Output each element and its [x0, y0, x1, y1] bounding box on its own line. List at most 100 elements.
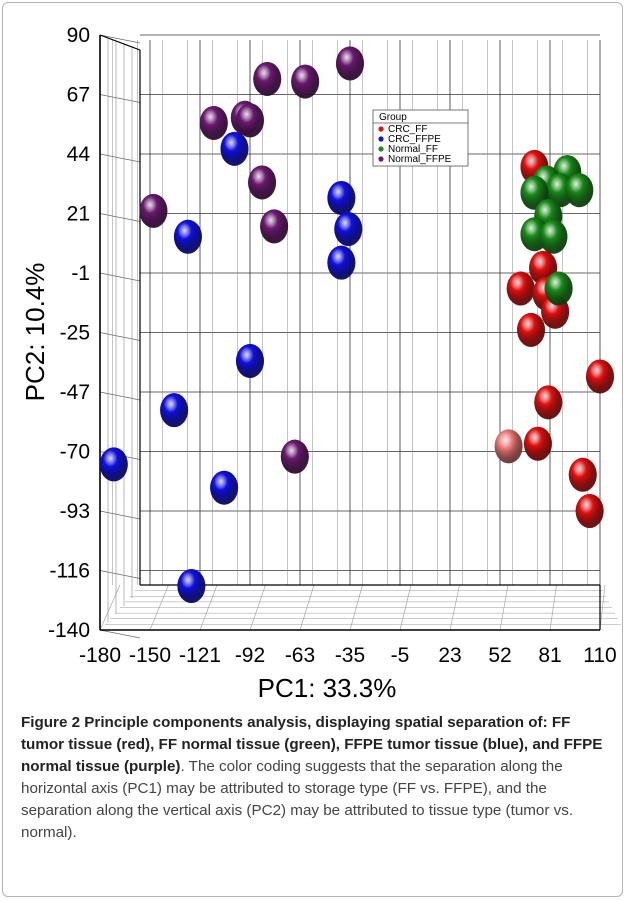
legend-entry: CRC_FFPE [388, 134, 441, 145]
data-point-shade [291, 64, 320, 99]
data-point-shade [575, 494, 604, 528]
y-tick-label: -116 [50, 560, 90, 583]
wall-top-edge [99, 34, 141, 51]
data-point-shade [586, 359, 614, 394]
data-point-shade [199, 105, 228, 140]
data-point-shade [220, 131, 249, 166]
data-points [99, 46, 614, 604]
chart-walls [99, 34, 621, 639]
caption-body: . The color coding suggests that the sep… [21, 758, 574, 841]
series-light-red [494, 429, 523, 464]
data-point-shade [539, 219, 568, 254]
floor-depth-line [249, 584, 266, 631]
data-point-shade [236, 343, 264, 378]
floor-depth-line [399, 584, 412, 631]
legend-marker [378, 136, 384, 142]
x-tick-label: -180 [79, 644, 121, 667]
left-wall-line [99, 34, 141, 44]
data-point-shade [177, 569, 206, 604]
left-wall-line [99, 510, 141, 520]
left-wall-line [99, 213, 141, 222]
data-point-shade [517, 312, 546, 347]
left-wall-line [99, 94, 141, 103]
data-point-shade [139, 193, 168, 228]
x-tick-label: -35 [335, 644, 365, 667]
tick-labels: 90 67 44 21 -1 -25 -47 -70 -93 -116 -140-180 -150 -1… [48, 24, 617, 667]
left-wall-line [99, 153, 141, 163]
y-tick-label: 44 [67, 143, 91, 166]
y-tick-label: 90 [67, 24, 90, 47]
legend-entry: CRC_FF [388, 124, 427, 135]
figure-label: Figure 2 [21, 714, 81, 731]
floor-depth-line [449, 584, 460, 631]
y-tick-label: 21 [67, 203, 90, 226]
data-point-shade [253, 61, 282, 96]
data-point-shade [160, 393, 189, 428]
x-tick-label: 23 [438, 644, 461, 667]
left-wall-line [99, 391, 141, 401]
floor-depth-line [499, 584, 509, 631]
floor-depth-line [549, 584, 557, 631]
data-point-shade [327, 180, 356, 215]
series-crc-ffpe [99, 131, 363, 604]
data-point-shade [99, 447, 128, 482]
data-point-shade [336, 46, 364, 81]
left-wall-line [99, 272, 141, 282]
y-axis-label: PC2: 10.4% [20, 263, 50, 402]
y-tick-label: -47 [60, 381, 90, 404]
x-axis-label: PC1: 33.3% [258, 673, 397, 703]
legend-marker [378, 126, 384, 132]
x-tick-label: 52 [488, 644, 511, 667]
floor-depth-line [199, 584, 218, 631]
legend-entry: Normal_FFPE [388, 154, 452, 165]
x-tick-label: -92 [235, 644, 265, 667]
legend-title: Group [379, 112, 407, 123]
floor-depth-line [299, 584, 315, 631]
legend-marker [378, 156, 384, 162]
data-point-shade [565, 173, 594, 208]
floor [99, 584, 621, 631]
left-wall-line [99, 570, 141, 579]
data-point-shade [236, 103, 264, 138]
data-point-shade [523, 426, 552, 461]
legend-marker [378, 146, 384, 152]
chart-axes [99, 34, 601, 631]
y-tick-label: -70 [60, 441, 90, 464]
data-point-shade [334, 212, 363, 247]
data-point-shade [173, 219, 202, 254]
x-tick-label: -121 [179, 644, 221, 667]
y-tick-label: -25 [60, 322, 90, 345]
x-tick-label: -5 [391, 644, 410, 667]
data-point-shade [260, 209, 289, 244]
floor-depth-line [349, 584, 363, 631]
x-tick-label: 110 [583, 644, 616, 667]
data-point-shade [494, 429, 523, 464]
series-normal-ffpe [139, 46, 364, 474]
left-wall [99, 34, 141, 639]
data-point-shade [248, 165, 277, 200]
left-wall-line [99, 629, 141, 639]
y-tick-label: -1 [71, 262, 90, 285]
left-wall-line [99, 332, 141, 341]
caption-title: Principle components analysis, displayin… [21, 714, 603, 775]
data-point-shade [210, 470, 239, 505]
data-point-shade [534, 385, 563, 420]
series-normal-ff [520, 155, 594, 306]
data-point-shade [327, 245, 356, 280]
floor-depth-line [599, 584, 606, 631]
x-tick-label: -63 [285, 644, 315, 667]
legend-entry: Normal_FF [388, 144, 438, 155]
floor-depth-line [99, 584, 121, 631]
legend-box [372, 109, 469, 167]
figure-caption: Figure 2 Principle components analysis, … [21, 712, 607, 844]
x-tick-label: 81 [538, 644, 561, 667]
y-tick-label: -140 [48, 619, 90, 642]
data-point-shade [506, 271, 535, 306]
data-point-shade [544, 271, 573, 306]
floor-depth-line [149, 584, 169, 631]
y-tick-label: 67 [67, 84, 90, 107]
pca-3d-scatter-chart: 90 67 44 21 -1 -25 -47 -70 -93 -116 -140-180 -150 -1… [20, 24, 621, 703]
y-tick-label: -93 [60, 500, 90, 523]
x-tick-label: -150 [129, 644, 171, 667]
